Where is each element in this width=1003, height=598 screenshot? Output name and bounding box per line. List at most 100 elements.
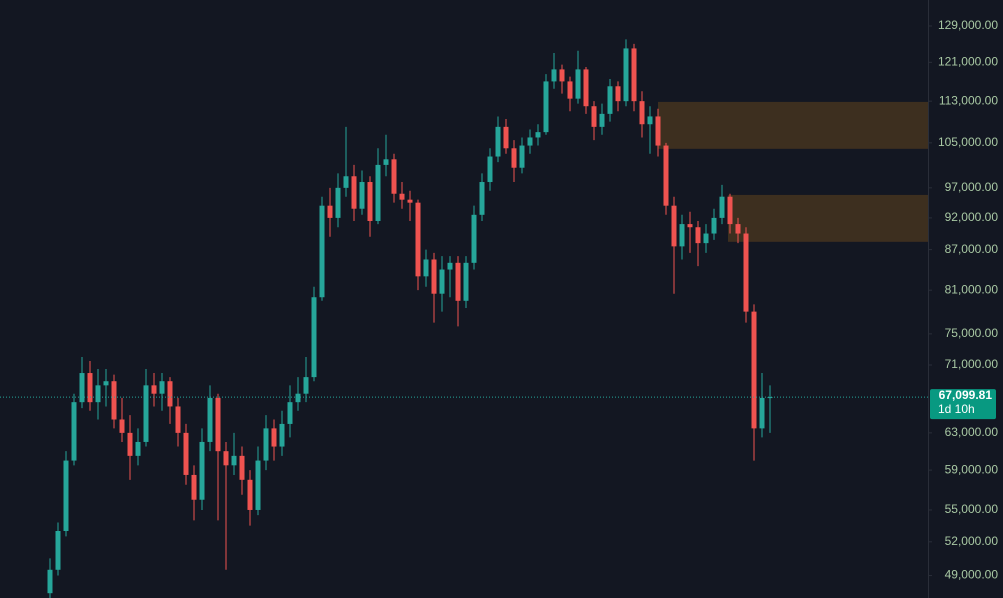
candle-body (551, 69, 557, 82)
candle-body (463, 262, 469, 301)
y-tick-label: 92,000.00 (945, 210, 999, 224)
candle-body (199, 441, 205, 500)
candle-body (311, 297, 317, 378)
candle-body (431, 259, 437, 294)
candle-body (247, 479, 253, 510)
candle-body (687, 224, 693, 228)
candle-body (711, 217, 717, 234)
candle-body (119, 419, 125, 433)
candle-body (335, 187, 341, 218)
candle-body (423, 259, 429, 277)
candle-body (183, 432, 189, 475)
candle-body (567, 81, 573, 99)
last-price-box (930, 389, 996, 420)
y-tick-label: 59,000.00 (945, 462, 999, 476)
candle-body (207, 397, 213, 442)
candle-body (695, 227, 701, 244)
candle-body (671, 205, 677, 247)
candle-body (191, 474, 197, 500)
candle-body (151, 385, 157, 394)
candle-body (527, 137, 533, 146)
candle-body (415, 202, 421, 277)
y-tick-label: 105,000.00 (938, 135, 998, 149)
candle-body (111, 381, 117, 420)
y-tick-label: 55,000.00 (945, 502, 999, 516)
y-tick-label: 81,000.00 (945, 282, 999, 296)
candle-body (535, 132, 541, 138)
y-tick-label: 87,000.00 (945, 242, 999, 256)
candle-body (495, 126, 501, 157)
candle-body (47, 569, 53, 594)
zone (728, 194, 928, 242)
candle-body (703, 233, 709, 244)
candle-body (279, 423, 285, 447)
candle-body (87, 373, 93, 403)
candle-body (575, 69, 581, 99)
candle-body (679, 224, 685, 247)
candle-body (351, 176, 357, 209)
candle-body (223, 451, 229, 466)
candle-body (439, 269, 445, 294)
zone (658, 101, 928, 149)
y-tick-label: 121,000.00 (938, 54, 998, 68)
candle-body (399, 193, 405, 200)
candle-body (79, 373, 85, 403)
candle-body (287, 402, 293, 424)
y-tick-label: 113,000.00 (939, 93, 998, 107)
candle-body (631, 48, 637, 102)
candle-body (639, 101, 645, 125)
candle-body (383, 159, 389, 165)
candle-body (543, 81, 549, 133)
candle-body (447, 262, 453, 270)
candle-body (63, 460, 69, 531)
candle-body (239, 455, 245, 480)
candle-body (375, 164, 381, 221)
candle-body (519, 145, 525, 168)
candle-body (271, 428, 277, 447)
candle-body (95, 385, 101, 403)
candle-body (655, 116, 661, 146)
candle-body (471, 214, 477, 263)
candle-body (767, 397, 773, 399)
candle-body (487, 156, 493, 183)
candle-body (591, 106, 597, 127)
candle-body (615, 86, 621, 102)
candle-body (159, 381, 165, 394)
candle-body (367, 182, 373, 221)
candle-body (751, 311, 757, 429)
candle-body (143, 385, 149, 442)
candle-body (343, 176, 349, 188)
candle-body (503, 126, 509, 149)
candle-body (759, 397, 765, 429)
candle-body (231, 455, 237, 466)
candle-body (607, 86, 613, 114)
candle-body (455, 262, 461, 301)
candle-body (407, 199, 413, 203)
candle-body (623, 48, 629, 102)
candle-body (599, 113, 605, 127)
candle-body (479, 182, 485, 215)
candle-body (735, 224, 741, 234)
candle-body (175, 406, 181, 433)
candle-body (295, 393, 301, 403)
y-tick-label: 97,000.00 (945, 180, 999, 194)
candle-body (263, 428, 269, 461)
candle-body (215, 397, 221, 452)
y-tick-label: 129,000.00 (938, 18, 998, 32)
candle-body (391, 159, 397, 194)
candle-body (167, 381, 173, 407)
candle-body (327, 205, 333, 218)
last-price-label: 67,099.81 (939, 388, 993, 402)
candle-body (727, 196, 733, 225)
candle-body (319, 205, 325, 298)
candle-body (559, 69, 565, 82)
candle-body (303, 377, 309, 394)
y-tick-label: 49,000.00 (945, 568, 999, 582)
countdown-label: 1d 10h (938, 402, 975, 416)
candle-body (511, 148, 517, 168)
y-tick-label: 75,000.00 (945, 326, 999, 340)
candle-body (647, 116, 653, 125)
y-tick-label: 63,000.00 (945, 425, 999, 439)
